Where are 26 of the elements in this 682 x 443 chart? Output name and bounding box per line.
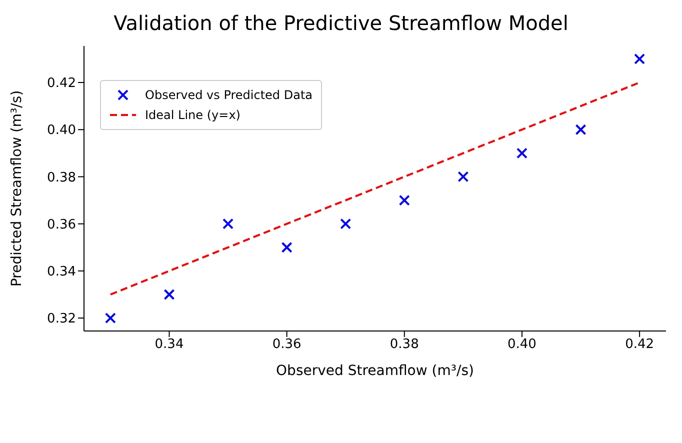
y-tick-label: 0.36 [47,217,76,232]
y-tick-label: 0.32 [47,312,76,327]
x-tick-label: 0.40 [507,337,536,352]
chart-title: Validation of the Predictive Streamflow Model [112,10,570,37]
point [164,288,175,300]
y-tick-label: 0.42 [47,76,76,92]
point [575,124,586,136]
x-tick-label: 0.42 [625,337,654,352]
y-tick-label: 0.34 [47,264,76,280]
point [458,171,469,182]
x-axis-title: Observed Streamflow (m³/s) [276,363,474,379]
y-tick-label: 0.38 [47,170,76,186]
legend-label: Ideal Line (y=x) [145,107,240,124]
x-tick-label: 0.36 [272,337,302,352]
x-tick-label: 0.34 [154,337,184,352]
point [340,218,352,230]
point [104,312,116,324]
x-tick-label: 0.38 [390,337,419,352]
y-axis-title: Predicted Streamflow (m³/s) [8,90,25,287]
legend-label: Observed vs Predicted Data [145,87,313,104]
point [281,242,292,253]
point [398,194,410,206]
point [634,53,646,64]
y-tick-label: 0.40 [47,123,76,138]
point [516,148,528,159]
point [222,218,234,230]
